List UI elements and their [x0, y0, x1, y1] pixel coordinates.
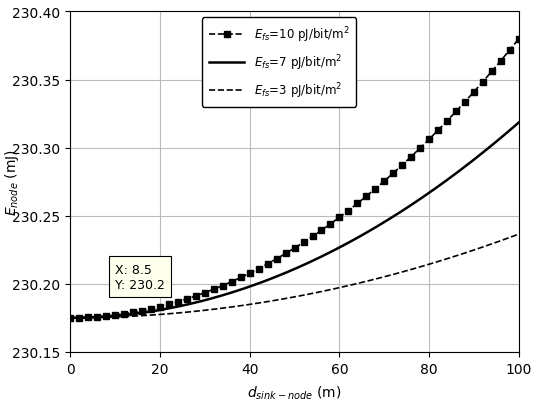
Text: X: 8.5
Y: 230.2: X: 8.5 Y: 230.2: [115, 263, 165, 291]
Text: $E_{node}$ (mJ): $E_{node}$ (mJ): [3, 149, 21, 215]
Text: $d_{sink-node}$ (m): $d_{sink-node}$ (m): [247, 384, 342, 401]
Legend: $E_{fs}$=10 pJ/bit/m$^2$, $E_{fs}$=7 pJ/bit/m$^2$, $E_{fs}$=3 pJ/bit/m$^2$: $E_{fs}$=10 pJ/bit/m$^2$, $E_{fs}$=7 pJ/…: [202, 18, 356, 108]
